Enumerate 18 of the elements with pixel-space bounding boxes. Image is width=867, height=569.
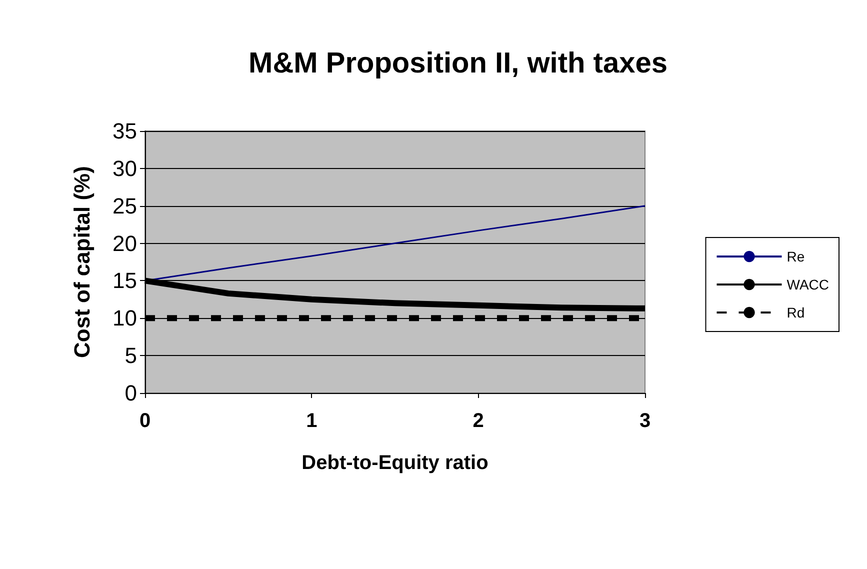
y-tick-label: 15 [112, 268, 137, 294]
y-tick-label: 35 [112, 118, 137, 144]
y-tick-label: 30 [112, 156, 137, 181]
x-tick-label: 3 [639, 410, 651, 432]
x-axis-title: Debt-to-Equity ratio [302, 452, 488, 474]
legend-label: Re [786, 248, 805, 264]
x-tick-label: 1 [306, 410, 318, 432]
legend-label: WACC [786, 276, 830, 292]
y-tick-label: 25 [112, 193, 137, 218]
y-tick-label: 10 [112, 306, 137, 331]
y-tick-label: 5 [124, 343, 137, 368]
chart-title: M&M Proposition II, with taxes [248, 48, 668, 80]
y-tick-label: 0 [124, 380, 137, 406]
y-axis-title: Cost of capital (%) [70, 166, 94, 358]
x-tick-label: 2 [472, 410, 484, 432]
legend-label: Rd [786, 304, 805, 320]
x-tick-label: 0 [139, 410, 151, 432]
y-tick-label: 20 [112, 230, 137, 256]
